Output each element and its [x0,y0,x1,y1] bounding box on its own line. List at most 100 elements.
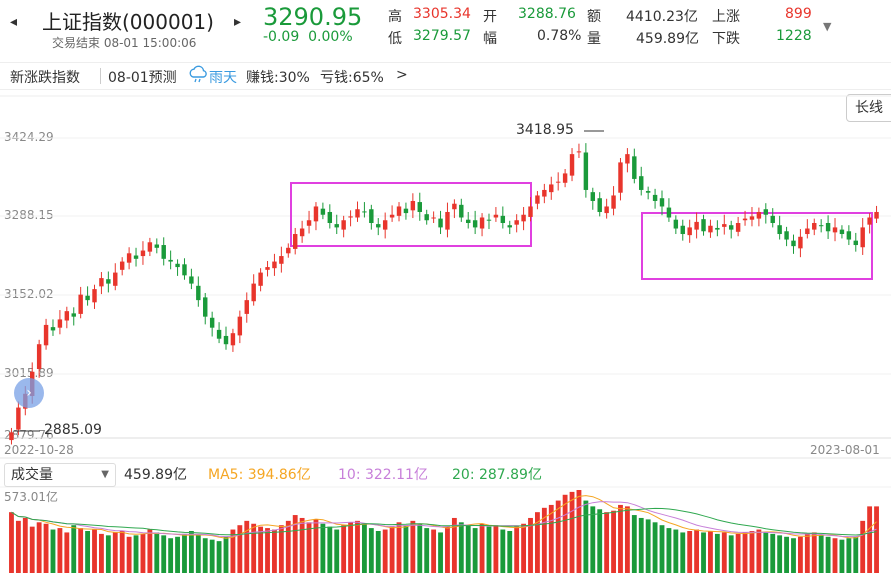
candle-body [625,154,630,164]
candle-body [542,189,547,197]
candle-body [805,228,810,235]
change-value: -0.09 [263,29,300,45]
candle-body [376,224,381,228]
volume-bar [445,526,450,573]
chevron-right-icon[interactable]: ▸ [234,14,242,30]
volume-bar [140,533,146,573]
candle-body [555,181,561,183]
volume-bar [202,538,208,573]
volume-bar [569,491,575,573]
index-title: 上证指数(000001) [42,10,214,34]
chevron-left-icon[interactable]: ◂ [10,14,18,30]
volume-bar [666,528,672,573]
volume-bar [860,520,866,573]
volume-bar [735,533,741,573]
volume-bar [777,535,783,573]
volume-bar [119,530,125,573]
volume-bars [9,490,879,573]
volume-bar [396,522,402,573]
candle-body [286,247,291,254]
volume-bar [784,536,789,573]
candle-body [292,234,298,249]
ma10-line [11,501,877,538]
candle-body [85,295,90,301]
candle-body [92,289,97,303]
volume-bar [36,522,42,573]
index-label[interactable]: 新涨跌指数 [10,70,80,86]
rain-cloud-icon [188,65,208,85]
indicator-selector[interactable]: 成交量 ▼ [4,463,116,487]
volume-bar [825,536,831,573]
volume-bar [22,517,28,573]
candle-body [666,207,672,218]
y-tick-label: 3152.02 [4,287,54,301]
candle-body [438,218,443,228]
volume-bar [770,533,776,573]
volume-bar [624,506,630,573]
volume-bar [382,529,388,573]
candle-body [126,253,132,263]
candle-body [424,214,429,221]
scroll-left-icon[interactable]: › [14,378,44,408]
candle-body [43,324,49,346]
volume-bar [714,533,720,573]
candle-body [320,208,326,215]
candle-body [535,195,540,204]
volume-bar [29,526,35,573]
volume-bar [57,528,63,573]
period-button[interactable]: 长线 [846,94,891,122]
down-count-label: 下跌 [712,31,740,47]
candle-body [583,152,589,190]
volume-bar [611,510,616,573]
candle-body [403,208,409,214]
candle-body [500,215,506,224]
candle-body [763,209,769,215]
candle-body [472,220,478,228]
volume-bar [631,515,637,573]
high-annotation: 3418.95 [516,122,574,138]
candle-body [452,203,457,210]
x-start-date: 2022-10-28 [4,443,74,457]
candle-body [818,225,824,227]
volume-bar [797,536,803,573]
candle-body [71,313,76,317]
volume-bar [680,532,686,573]
volume-bar [320,523,326,573]
candle-body [853,240,858,246]
volume-bar [590,506,596,573]
volume-bar [15,520,21,573]
volume-bar [126,536,132,573]
candle-body [168,259,173,262]
caret-down-icon[interactable]: ▼ [823,20,832,33]
amount-label: 额 [587,9,601,25]
candle-body [341,220,346,230]
candle-body [687,227,692,236]
candle-body [632,156,637,179]
volume-bar [154,532,160,573]
candle-body [140,250,146,257]
volume-bar [161,535,167,573]
volume-bar [209,539,215,573]
candle-body [251,283,256,302]
candle-body [106,279,111,284]
volume-value: 459.89亿 [636,31,699,47]
volume-bar [147,529,153,573]
candle-body [431,217,436,219]
volume-bar [92,529,97,573]
candle-body [50,327,56,331]
candle-body [362,211,367,213]
candle-body [147,242,153,252]
more-arrow-icon[interactable]: > [396,67,408,83]
candle-body [694,221,699,230]
volume-bar [562,494,568,573]
candle-body [272,261,277,269]
candle-body [133,255,139,259]
volume-bar [327,526,333,573]
volume-bar [597,509,603,573]
up-count-label: 上涨 [712,9,740,25]
volume-bar [389,526,395,573]
volume-max-label: 573.01亿 [4,490,58,504]
candle-body [521,214,526,222]
volume-bar [493,525,499,573]
